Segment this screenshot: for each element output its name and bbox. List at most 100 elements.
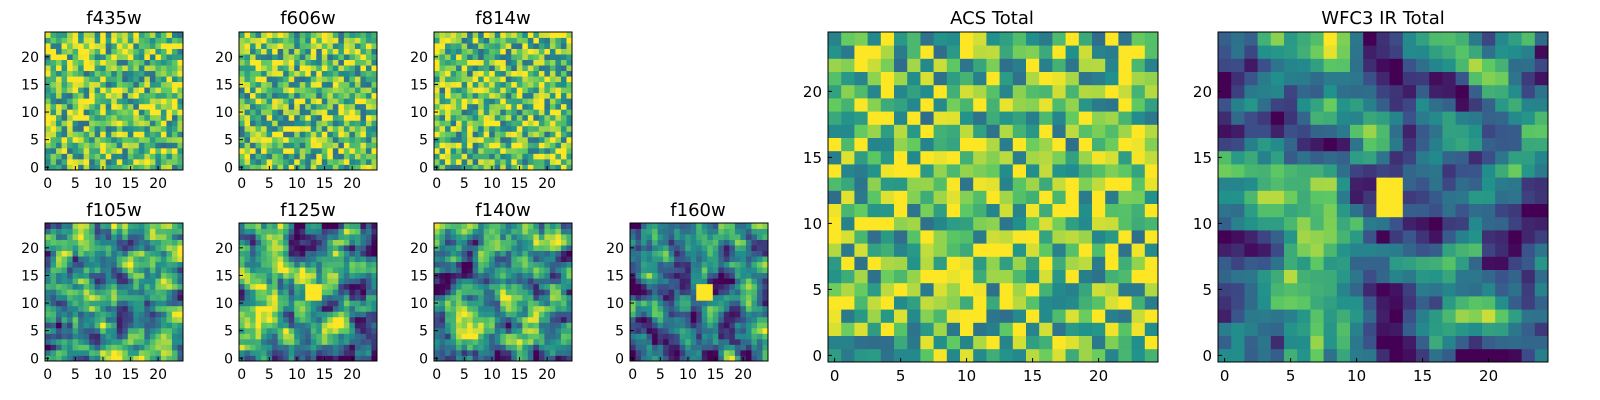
heatmap-cell (1012, 177, 1027, 191)
heatmap-cell (332, 278, 339, 285)
heatmap-cell (288, 223, 295, 229)
heatmap-cell (560, 250, 567, 257)
heatmap-cell (701, 294, 708, 301)
heatmap-cell (933, 164, 948, 178)
heatmap-cell (239, 43, 245, 49)
heatmap-cell (360, 316, 367, 323)
heatmap-cell (467, 338, 474, 345)
y-tick-label: 15 (410, 268, 428, 284)
heatmap-cell (549, 98, 556, 105)
heatmap-cell (305, 59, 312, 66)
heatmap-cell (116, 272, 123, 279)
heatmap-cell (360, 37, 367, 44)
heatmap-cell (56, 32, 62, 38)
heatmap-cell (445, 153, 451, 160)
heatmap-cell (266, 272, 273, 279)
heatmap-cell (149, 300, 156, 307)
heatmap-cell (116, 234, 123, 240)
heatmap-cell (657, 245, 664, 251)
heatmap-cell (360, 54, 367, 60)
heatmap-cell (305, 349, 312, 356)
x-tick-label: 20 (538, 176, 556, 192)
heatmap-cell (555, 76, 562, 83)
heatmap-cell (461, 65, 468, 72)
heatmap-cell (127, 54, 134, 60)
heatmap-cell (321, 81, 328, 88)
heatmap-cell (50, 158, 57, 165)
heatmap-cell (973, 124, 987, 138)
heatmap-cell (261, 37, 267, 44)
heatmap-cell (566, 87, 573, 94)
heatmap-cell (338, 355, 345, 362)
heatmap-cell (483, 114, 490, 121)
heatmap-cell (522, 120, 529, 127)
heatmap-cell (244, 87, 251, 94)
heatmap-cell (674, 223, 681, 229)
heatmap-cell (149, 338, 156, 345)
heatmap-cell (365, 272, 372, 279)
heatmap-cell (261, 239, 267, 246)
heatmap-cell (494, 256, 501, 263)
heatmap-cell (255, 147, 262, 154)
heatmap-cell (483, 223, 490, 229)
heatmap-cell (299, 32, 306, 38)
heatmap-cell (522, 136, 529, 143)
heatmap-cell (160, 333, 167, 340)
heatmap-cell (729, 305, 736, 312)
heatmap-cell (841, 335, 855, 350)
heatmap-cell (1092, 296, 1106, 310)
heatmap-cell (239, 153, 245, 160)
heatmap-cell (483, 289, 490, 296)
heatmap-cell (549, 272, 556, 279)
heatmap-cell (327, 223, 334, 229)
heatmap-cell (310, 158, 317, 165)
heatmap-cell (674, 327, 681, 334)
heatmap-cell (516, 103, 523, 110)
heatmap-cell (549, 344, 556, 351)
heatmap-cell (177, 65, 184, 72)
heatmap-cell (127, 131, 134, 138)
heatmap-cell (144, 338, 151, 345)
heatmap-cell (555, 147, 562, 154)
heatmap-cell (500, 294, 507, 301)
heatmap-cell (266, 147, 273, 154)
heatmap-cell (1092, 322, 1106, 336)
heatmap-cell (500, 37, 507, 44)
heatmap-cell (555, 81, 562, 88)
heatmap-cell (327, 32, 334, 38)
heatmap-cell (549, 283, 556, 290)
heatmap-cell (483, 228, 490, 235)
heatmap-cell (61, 70, 68, 77)
heatmap-cell (566, 153, 573, 160)
heatmap-cell (527, 272, 534, 279)
heatmap-cell (138, 256, 145, 263)
heatmap-cell (439, 59, 446, 66)
heatmap-cell (756, 267, 763, 274)
heatmap-cell (354, 32, 361, 38)
heatmap-cell (657, 256, 664, 263)
heatmap-cell (467, 48, 474, 55)
heatmap-cell (116, 59, 123, 66)
heatmap-cell (445, 272, 451, 279)
heatmap-cell (343, 147, 350, 154)
heatmap-cell (641, 250, 647, 257)
heatmap-cell (854, 335, 868, 350)
heatmap-cell (45, 322, 51, 329)
heatmap-cell (111, 256, 118, 263)
heatmap-cell (160, 344, 167, 351)
heatmap-cell (1105, 322, 1119, 336)
heatmap-cell (255, 239, 262, 246)
heatmap-cell (445, 349, 451, 356)
heatmap-cell (266, 65, 273, 72)
heatmap-cell (67, 103, 73, 110)
heatmap-cell (439, 322, 446, 329)
heatmap-cell (61, 103, 68, 110)
heatmap-cell (516, 294, 523, 301)
heatmap-cell (657, 234, 664, 240)
heatmap-cell (439, 109, 446, 116)
heatmap-cell (566, 54, 573, 60)
heatmap-cell (439, 125, 446, 132)
heatmap-cell (986, 190, 1000, 204)
y-tick-label: 0 (224, 351, 233, 367)
heatmap-cell (360, 338, 367, 345)
